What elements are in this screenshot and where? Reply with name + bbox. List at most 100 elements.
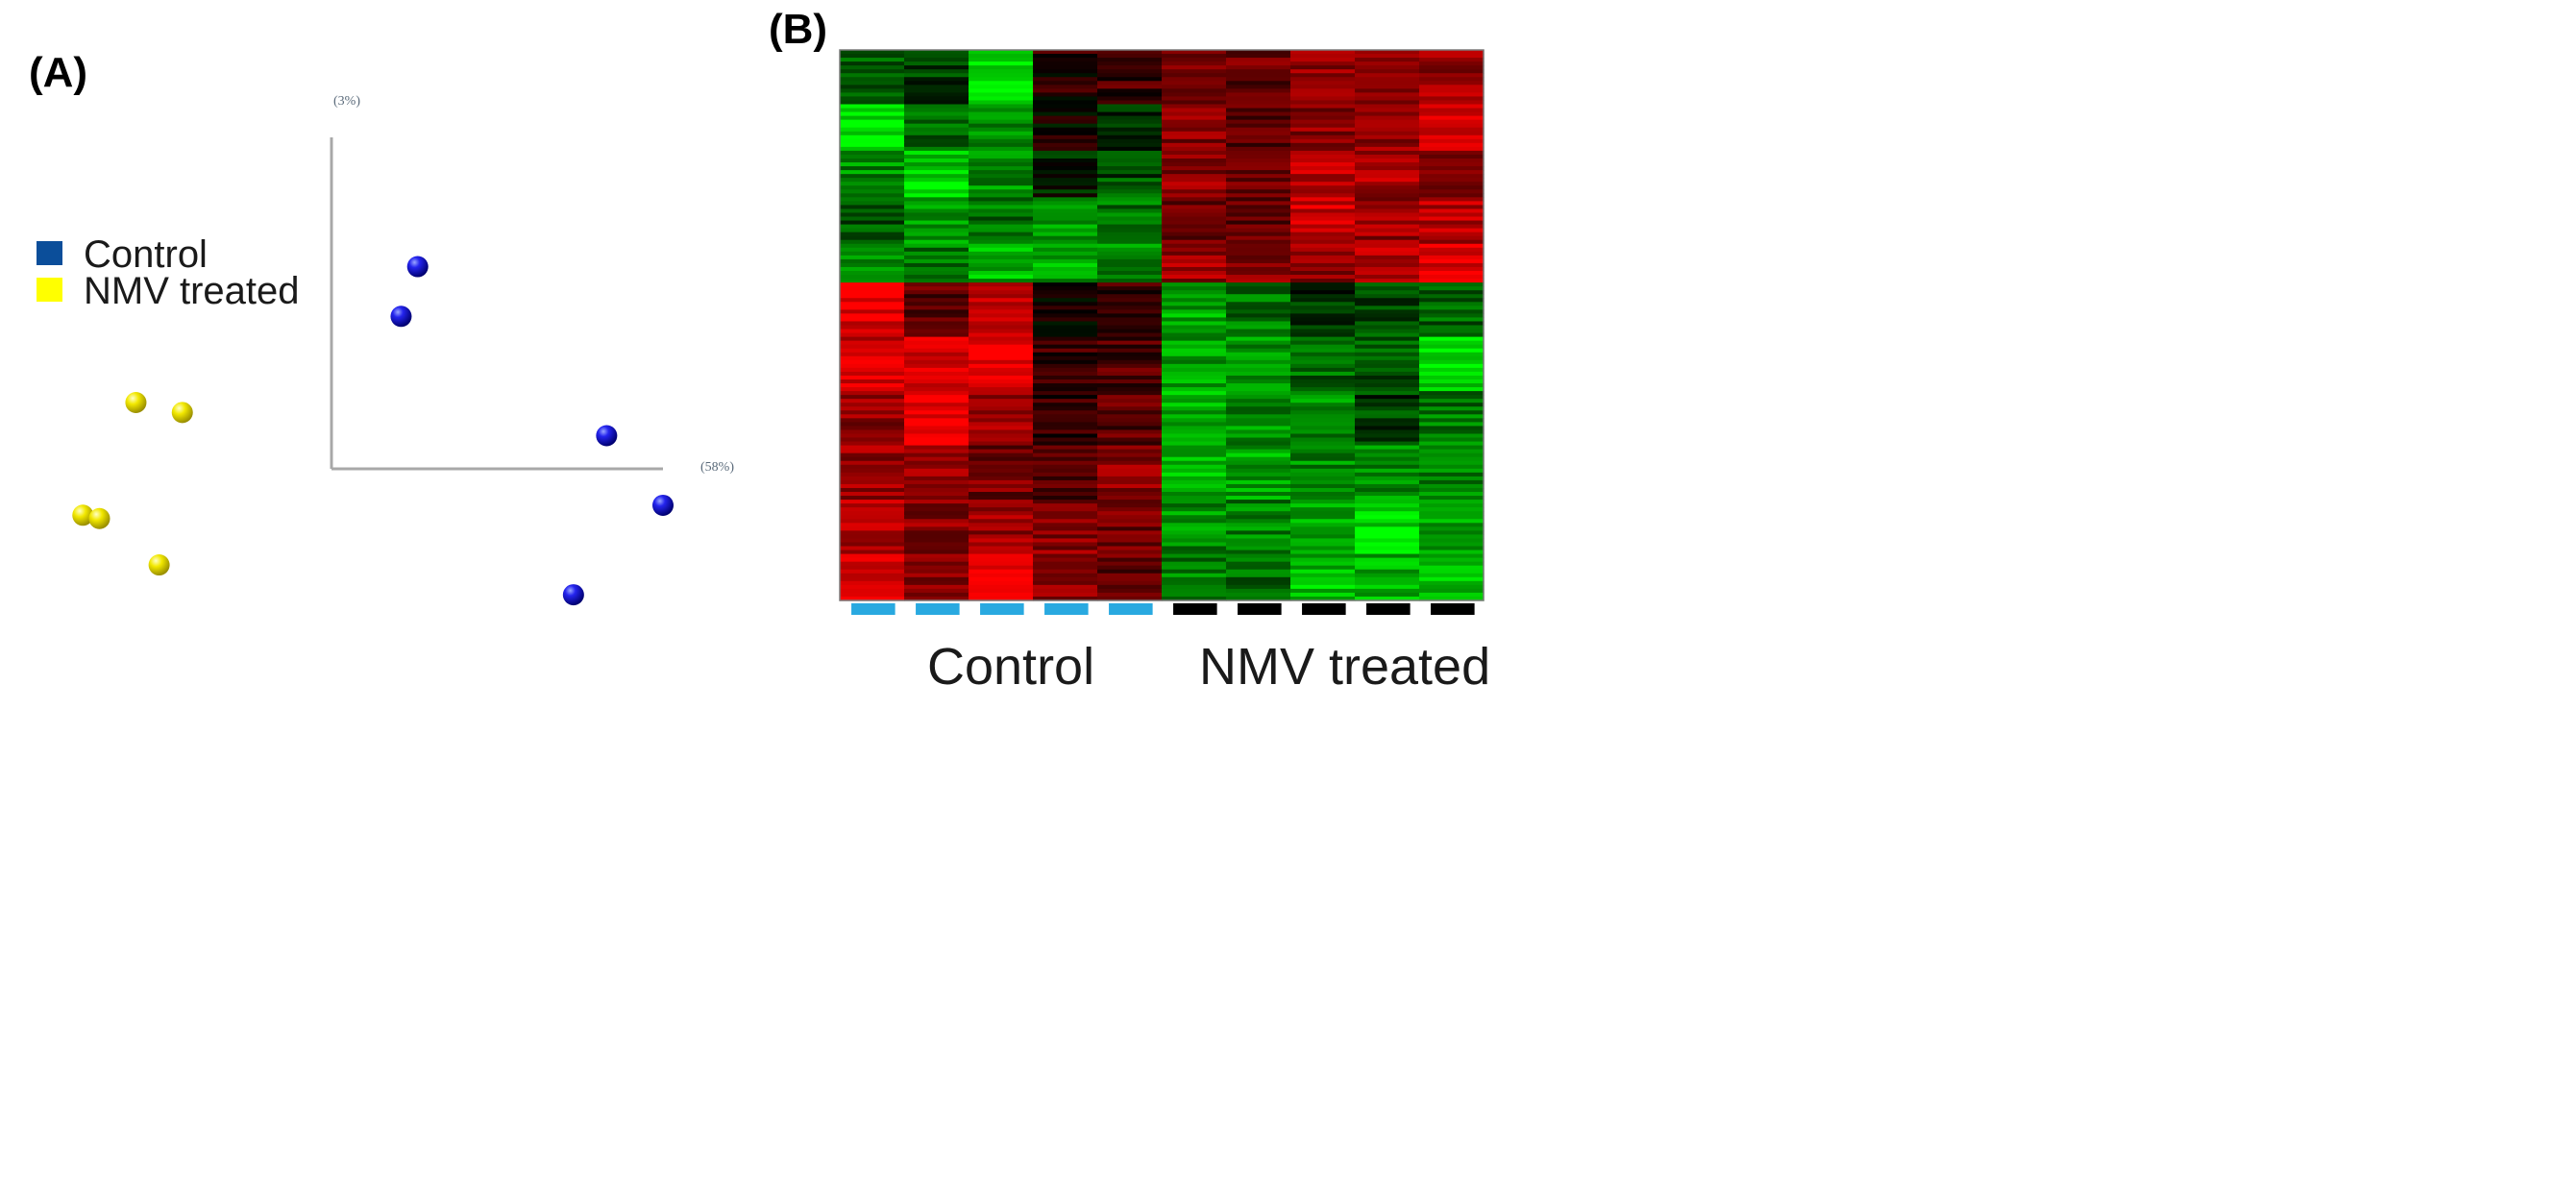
heatmap-cell xyxy=(1290,166,1356,171)
heatmap-cell xyxy=(904,306,969,310)
heatmap-cell xyxy=(1162,212,1227,218)
heatmap-cell xyxy=(1290,197,1356,202)
heatmap-cell xyxy=(1419,170,1484,175)
heatmap-cell xyxy=(969,483,1034,489)
heatmap-cell xyxy=(1226,58,1291,62)
heatmap-cell xyxy=(1290,189,1356,194)
heatmap-cell xyxy=(904,561,969,567)
heatmap-cell xyxy=(1290,104,1356,110)
heatmap-cell xyxy=(1226,526,1291,531)
heatmap-cell xyxy=(1419,251,1484,257)
heatmap-cell xyxy=(1097,96,1163,102)
heatmap-cell xyxy=(904,111,969,117)
heatmap-cell xyxy=(1162,449,1227,454)
heatmap-cell xyxy=(904,104,969,110)
heatmap-cell xyxy=(840,519,905,524)
heatmap-cell xyxy=(840,142,905,148)
heatmap-cell xyxy=(1355,367,1420,373)
heatmap-cell xyxy=(1097,142,1163,148)
heatmap-cell xyxy=(1033,50,1098,55)
heatmap-cell xyxy=(1226,193,1291,198)
heatmap-cell xyxy=(1419,479,1484,485)
heatmap-cell xyxy=(1097,332,1163,338)
heatmap-cell xyxy=(904,487,969,493)
heatmap-cell xyxy=(1226,464,1291,470)
heatmap-cell xyxy=(840,306,905,310)
heatmap-cell xyxy=(1355,492,1420,497)
heatmap-cell xyxy=(1419,399,1484,403)
heatmap-cell xyxy=(1162,410,1227,415)
heatmap-cell xyxy=(1355,445,1420,451)
heatmap-cell xyxy=(1162,479,1227,485)
heatmap-cell xyxy=(1419,162,1484,167)
heatmap-cell xyxy=(1162,576,1227,582)
heatmap-cell xyxy=(1355,286,1420,291)
heatmap-cell xyxy=(904,325,969,330)
heatmap-cell xyxy=(1033,302,1098,306)
heatmap-cell xyxy=(1419,232,1484,237)
heatmap-cell xyxy=(1290,158,1356,163)
heatmap-cell xyxy=(1355,111,1420,117)
heatmap-cell xyxy=(1355,456,1420,462)
heatmap-cell xyxy=(1419,115,1484,121)
heatmap-cell xyxy=(840,104,905,110)
heatmap-cell xyxy=(969,332,1034,338)
heatmap-cell xyxy=(1226,189,1291,194)
sample-bar-control xyxy=(916,603,960,615)
heatmap-cell xyxy=(904,418,969,423)
heatmap-cell xyxy=(904,550,969,555)
heatmap-cell xyxy=(1097,302,1163,306)
heatmap-cell xyxy=(1162,406,1227,411)
heatmap-cell xyxy=(904,472,969,477)
heatmap-cell xyxy=(1162,336,1227,342)
heatmap-cell xyxy=(904,178,969,183)
heatmap-cell xyxy=(1355,592,1420,598)
heatmap-cell xyxy=(1033,119,1098,125)
heatmap-cell xyxy=(904,359,969,365)
heatmap-cell xyxy=(1355,391,1420,396)
heatmap-cell xyxy=(840,162,905,167)
heatmap-cell xyxy=(840,344,905,350)
heatmap-cell xyxy=(969,197,1034,202)
heatmap-cell xyxy=(1290,262,1356,268)
heatmap-cell xyxy=(1419,224,1484,230)
heatmap-cell xyxy=(1162,596,1227,601)
heatmap-cell xyxy=(1419,81,1484,86)
heatmap-cell xyxy=(1355,487,1420,493)
heatmap-cell xyxy=(1355,100,1420,106)
heatmap-cell xyxy=(1290,146,1356,152)
heatmap-cell xyxy=(904,375,969,380)
heatmap-cell xyxy=(1097,170,1163,175)
heatmap-cell xyxy=(1226,515,1291,520)
heatmap-cell xyxy=(969,496,1034,501)
heatmap-cell xyxy=(1033,565,1098,571)
heatmap-cell xyxy=(904,100,969,106)
heatmap-cell xyxy=(1033,58,1098,62)
heatmap-cell xyxy=(1097,258,1163,264)
heatmap-cell xyxy=(1033,193,1098,198)
heatmap-cell xyxy=(840,456,905,462)
heatmap-cell xyxy=(1290,511,1356,516)
heatmap-cell xyxy=(1226,507,1291,512)
heatmap-cell xyxy=(1419,325,1484,330)
heatmap-cell xyxy=(1033,178,1098,183)
heatmap-cell xyxy=(1033,515,1098,520)
heatmap-cell xyxy=(1290,85,1356,89)
heatmap-cell xyxy=(1033,286,1098,291)
heatmap-cell xyxy=(840,158,905,163)
heatmap-cell xyxy=(1097,193,1163,198)
heatmap-cell xyxy=(1226,290,1291,295)
heatmap-cell xyxy=(1097,503,1163,508)
heatmap-cell xyxy=(1290,313,1356,319)
heatmap-cell xyxy=(1226,592,1291,598)
heatmap-cell xyxy=(1097,235,1163,241)
heatmap-cell xyxy=(1355,387,1420,392)
heatmap-cell xyxy=(1355,584,1420,590)
heatmap-cell xyxy=(969,492,1034,497)
heatmap-cell xyxy=(1419,150,1484,156)
heatmap-cell xyxy=(840,232,905,237)
heatmap-cell xyxy=(840,460,905,466)
heatmap-cell xyxy=(1290,460,1356,466)
heatmap-cell xyxy=(1097,500,1163,504)
heatmap-cell xyxy=(1097,596,1163,601)
